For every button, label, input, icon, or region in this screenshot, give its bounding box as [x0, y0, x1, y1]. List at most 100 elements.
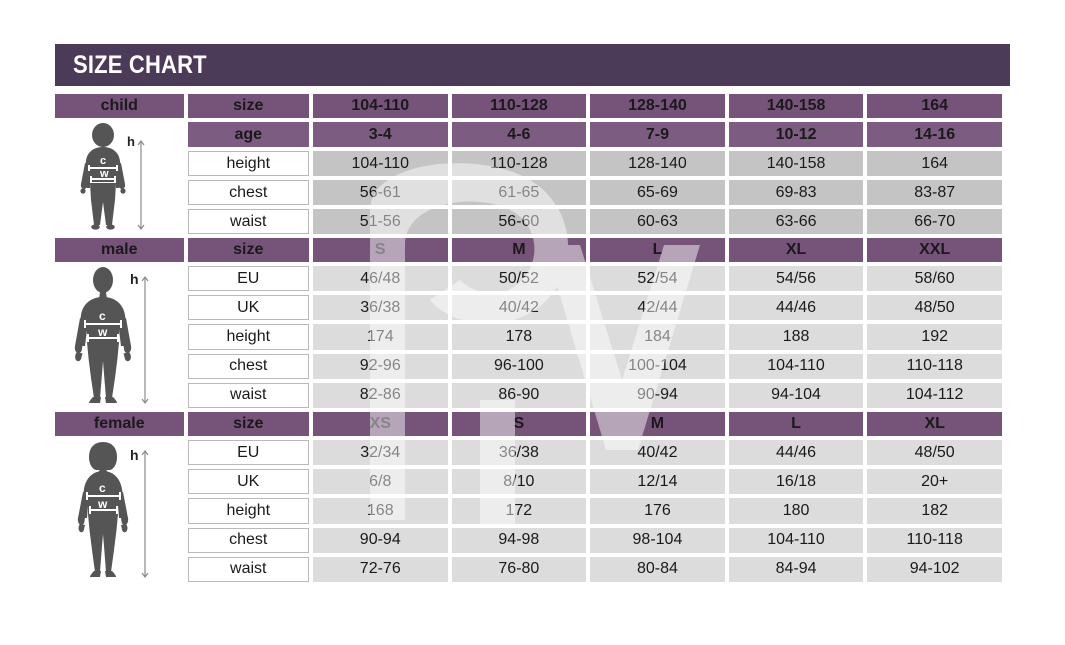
cell-female-waist-2: 76-80	[451, 556, 587, 582]
row-header-size-male: size	[187, 238, 309, 262]
col-header-female-4: L	[728, 412, 864, 436]
cell-female-uk-1: 6/8	[312, 469, 448, 495]
cell-male-height-2: 178	[451, 324, 587, 350]
table-row: chest 56-61 61-65 65-69 69-83 83-87	[55, 180, 1002, 205]
size-chart: SIZE CHART child size 104-110 110-128 12…	[55, 44, 1010, 586]
cell-male-chest-1: 92-96	[312, 353, 448, 379]
cell-male-waist-3: 90-94	[590, 382, 725, 408]
col-header-female-1: XS	[312, 412, 448, 436]
cell-female-height-3: 176	[590, 498, 725, 524]
table-row: c w h EU 32/34 36/38 40/42 44/46 48/5	[55, 440, 1002, 578]
female-figure-cell: c w h	[55, 440, 184, 582]
cell-male-eu-5: 58/60	[867, 266, 1002, 292]
row-label-female-eu: EU	[187, 440, 309, 466]
male-waist-marker: w	[97, 325, 108, 339]
cell-child-waist-5: 66-70	[867, 209, 1002, 234]
age-child-5: 14-16	[867, 122, 1002, 147]
cell-male-chest-3: 100-104	[590, 353, 725, 379]
cell-male-uk-2: 40/42	[451, 295, 587, 321]
table-row: child size 104-110 110-128 128-140 140-1…	[55, 94, 1002, 118]
cell-female-waist-3: 80-84	[590, 556, 725, 582]
child-chest-marker: c	[100, 155, 106, 167]
row-header-age: age	[187, 122, 309, 147]
cell-female-height-5: 182	[867, 498, 1002, 524]
table-row: waist 72-76 76-80 80-84 84-94 94-102	[55, 556, 1002, 582]
group-label-female: female	[55, 412, 184, 436]
row-label-male-chest: chest	[187, 353, 309, 379]
cell-male-height-5: 192	[867, 324, 1002, 350]
child-figure-cell: c w h	[55, 122, 184, 234]
table-row: male size S M L XL XXL	[55, 238, 1002, 262]
col-header-child-1: 104-110	[312, 94, 448, 118]
row-label-child-height: height	[187, 151, 309, 176]
cell-child-waist-1: 51-56	[312, 209, 448, 234]
cell-female-waist-1: 72-76	[312, 556, 448, 582]
table-row: waist 51-56 56-60 60-63 63-66 66-70	[55, 209, 1002, 234]
cell-child-height-4: 140-158	[728, 151, 864, 176]
cell-male-waist-4: 94-104	[728, 382, 864, 408]
cell-male-chest-5: 110-118	[867, 353, 1002, 379]
cell-child-height-5: 164	[867, 151, 1002, 176]
group-label-child: child	[55, 94, 184, 118]
cell-male-waist-1: 82-86	[312, 382, 448, 408]
cell-child-waist-3: 60-63	[590, 209, 725, 234]
cell-male-chest-2: 96-100	[451, 353, 587, 379]
col-header-male-3: L	[590, 238, 725, 262]
row-label-female-height: height	[187, 498, 309, 524]
male-chest-marker: c	[99, 309, 106, 323]
table-row: c w h EU 46/48 50/52 52/54 54/56 58/6	[55, 266, 1002, 404]
cell-male-height-4: 188	[728, 324, 864, 350]
cell-female-chest-1: 90-94	[312, 527, 448, 553]
table-row: height 168 172 176 180 182	[55, 498, 1002, 524]
row-label-child-chest: chest	[187, 180, 309, 205]
cell-female-height-1: 168	[312, 498, 448, 524]
cell-child-chest-5: 83-87	[867, 180, 1002, 205]
cell-male-eu-4: 54/56	[728, 266, 864, 292]
female-chest-marker: c	[99, 481, 106, 495]
table-row: c w h age 3-4 4-6 7-9 10-12 14-16	[55, 122, 1002, 230]
child-height-marker: h	[127, 134, 135, 149]
col-header-male-4: XL	[728, 238, 864, 262]
cell-child-chest-2: 61-65	[451, 180, 587, 205]
cell-male-waist-5: 104-112	[867, 382, 1002, 408]
chart-title-bar: SIZE CHART	[55, 44, 1010, 86]
cell-male-uk-5: 48/50	[867, 295, 1002, 321]
cell-female-eu-2: 36/38	[451, 440, 587, 466]
cell-female-uk-4: 16/18	[728, 469, 864, 495]
table-row: UK 36/38 40/42 42/44 44/46 48/50	[55, 295, 1002, 321]
col-header-male-1: S	[312, 238, 448, 262]
cell-female-eu-5: 48/50	[867, 440, 1002, 466]
age-child-2: 4-6	[451, 122, 587, 147]
child-silhouette-icon: c w h	[80, 123, 145, 230]
cell-male-uk-3: 42/44	[590, 295, 725, 321]
cell-female-uk-2: 8/10	[451, 469, 587, 495]
cell-female-chest-2: 94-98	[451, 527, 587, 553]
table-row: waist 82-86 86-90 90-94 94-104 104-112	[55, 382, 1002, 408]
cell-child-chest-3: 65-69	[590, 180, 725, 205]
cell-child-waist-2: 56-60	[451, 209, 587, 234]
table-row: height 104-110 110-128 128-140 140-158 1…	[55, 151, 1002, 176]
row-header-size-female: size	[187, 412, 309, 436]
cell-child-chest-1: 56-61	[312, 180, 448, 205]
age-child-3: 7-9	[590, 122, 725, 147]
cell-child-height-3: 128-140	[590, 151, 725, 176]
age-child-4: 10-12	[728, 122, 864, 147]
row-header-size: size	[187, 94, 309, 118]
size-table: child size 104-110 110-128 128-140 140-1…	[51, 90, 1006, 586]
row-label-male-eu: EU	[187, 266, 309, 292]
male-height-marker: h	[130, 271, 139, 287]
group-label-male: male	[55, 238, 184, 262]
cell-female-height-4: 180	[728, 498, 864, 524]
col-header-female-2: S	[451, 412, 587, 436]
male-figure-cell: c w h	[55, 266, 184, 408]
table-row: chest 92-96 96-100 100-104 104-110 110-1…	[55, 353, 1002, 379]
cell-female-eu-1: 32/34	[312, 440, 448, 466]
table-row: UK 6/8 8/10 12/14 16/18 20+	[55, 469, 1002, 495]
col-header-male-5: XXL	[867, 238, 1002, 262]
cell-female-eu-4: 44/46	[728, 440, 864, 466]
female-height-marker: h	[130, 447, 139, 463]
col-header-female-5: XL	[867, 412, 1002, 436]
cell-female-height-2: 172	[451, 498, 587, 524]
cell-male-uk-4: 44/46	[728, 295, 864, 321]
row-label-child-waist: waist	[187, 209, 309, 234]
